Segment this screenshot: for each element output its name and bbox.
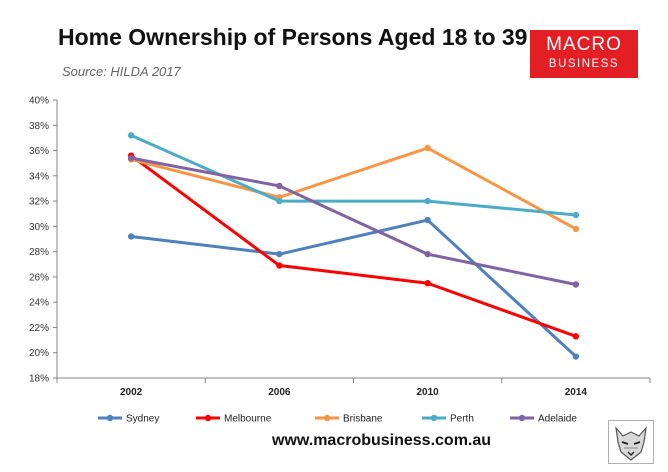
data-point-sydney (424, 216, 431, 224)
y-tick-label: 26% (29, 272, 49, 283)
series-line-perth (129, 133, 578, 217)
y-tick-label: 24% (29, 298, 49, 309)
x-tick-label: 2006 (268, 387, 291, 398)
x-tick-label: 2010 (417, 387, 440, 398)
legend-marker-melbourne (204, 414, 212, 422)
y-tick-label: 22% (29, 323, 49, 334)
y-tick-label: 30% (29, 222, 49, 233)
data-point-brisbane (424, 144, 431, 152)
x-tick-label: 2014 (565, 387, 588, 398)
data-point-perth (127, 132, 135, 139)
data-point-melbourne (424, 280, 431, 287)
chart-source: Source: HILDA 2017 (62, 64, 181, 79)
legend-marker-brisbane (323, 414, 331, 422)
y-tick-label: 36% (29, 146, 49, 157)
data-point-adelaide (276, 182, 283, 190)
y-tick-label: 40% (29, 96, 49, 107)
website-url[interactable]: www.macrobusiness.com.au (272, 432, 492, 449)
series-line-melbourne (129, 154, 578, 338)
data-point-melbourne (276, 262, 283, 269)
data-point-sydney (127, 233, 135, 240)
y-tick-label: 20% (29, 348, 49, 359)
data-point-perth (276, 197, 283, 205)
data-point-adelaide (572, 281, 580, 288)
series-line-sydney (129, 218, 578, 359)
wolf-icon (608, 420, 654, 469)
y-tick-label: 38% (29, 121, 49, 132)
data-point-brisbane (572, 225, 580, 233)
data-point-perth (424, 197, 431, 205)
logo-line-1: MACRO (546, 34, 622, 55)
data-point-sydney (572, 353, 580, 360)
y-tick-label: 18% (29, 374, 49, 385)
legend-marker-adelaide (518, 414, 526, 422)
legend-label-sydney: Sydney (126, 414, 159, 425)
legend-label-melbourne: Melbourne (224, 414, 272, 425)
data-point-adelaide (424, 250, 431, 258)
legend-label-perth: Perth (450, 414, 474, 425)
x-tick-label: 2002 (120, 387, 143, 398)
data-point-melbourne (572, 333, 580, 340)
logo-line-2: BUSINESS (548, 58, 620, 70)
y-tick-label: 34% (29, 171, 49, 182)
y-tick-label: 28% (29, 247, 49, 258)
legend-label-adelaide: Adelaide (538, 414, 577, 425)
legend-marker-sydney (106, 414, 114, 422)
data-point-adelaide (127, 154, 135, 162)
series-line-adelaide (129, 156, 578, 286)
legend-label-brisbane: Brisbane (343, 414, 383, 425)
chart-title: Home Ownership of Persons Aged 18 to 39 (58, 24, 528, 50)
legend-marker-perth (430, 414, 438, 422)
y-tick-label: 32% (29, 197, 49, 208)
data-point-perth (572, 211, 580, 219)
data-point-sydney (276, 250, 283, 258)
series-line-brisbane (129, 146, 578, 231)
macrobusiness-logo: MACRO BUSINESS (530, 30, 638, 78)
